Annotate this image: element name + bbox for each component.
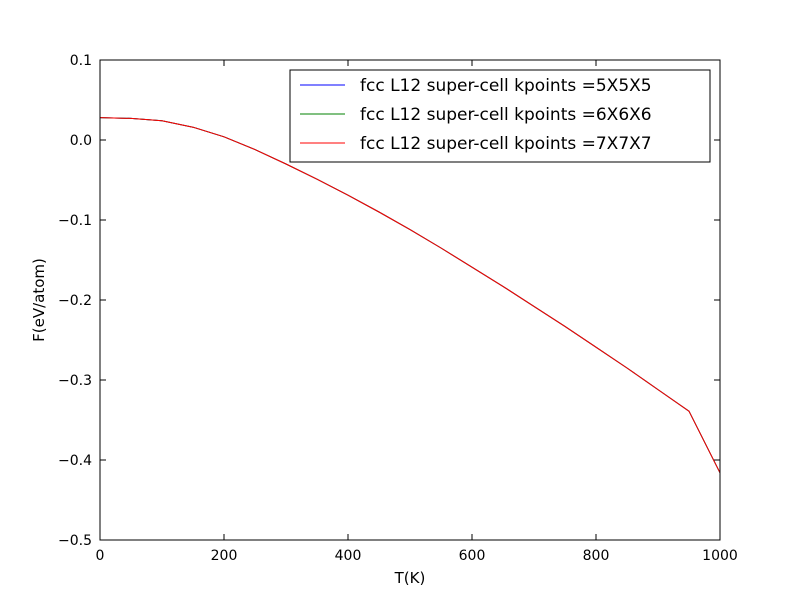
legend-label-3: fcc L12 super-cell kpoints =7X7X7	[360, 134, 652, 154]
x-tick-label: 600	[459, 548, 486, 564]
y-tick-label: −0.5	[58, 533, 92, 549]
legend-label-1: fcc L12 super-cell kpoints =5X5X5	[360, 76, 652, 96]
y-tick-label: 0.1	[70, 53, 92, 69]
y-tick-label: −0.3	[58, 373, 92, 389]
series-line-2	[99, 117, 721, 474]
y-tick-label: −0.1	[58, 213, 92, 229]
x-tick-label: 0	[96, 548, 105, 564]
series-lines	[99, 117, 721, 474]
series-line-3	[99, 117, 721, 474]
x-axis-label: T(K)	[394, 569, 426, 587]
x-tick-label: 800	[583, 548, 610, 564]
y-tick-label: −0.2	[58, 293, 92, 309]
x-tick-label: 1000	[702, 548, 738, 564]
axis-tick-labels: 0 200 400 600 800 1000 0.1 0.0 −0.1 −0.2 −0.3 −0.4 −…	[58, 53, 738, 564]
legend-frame	[289, 69, 711, 163]
legend: fcc L12 super-cell kpoints =5X5X5 fcc L12…	[289, 69, 711, 163]
series-line-1	[99, 117, 721, 474]
axis-ticks	[99, 59, 721, 541]
x-tick-label: 400	[335, 548, 362, 564]
y-tick-label: −0.4	[58, 453, 92, 469]
y-tick-label: 0.0	[70, 133, 92, 149]
x-tick-label: 200	[211, 548, 238, 564]
y-axis-label: F(eV/atom)	[30, 258, 48, 342]
legend-label-2: fcc L12 super-cell kpoints =6X6X6	[360, 105, 652, 125]
